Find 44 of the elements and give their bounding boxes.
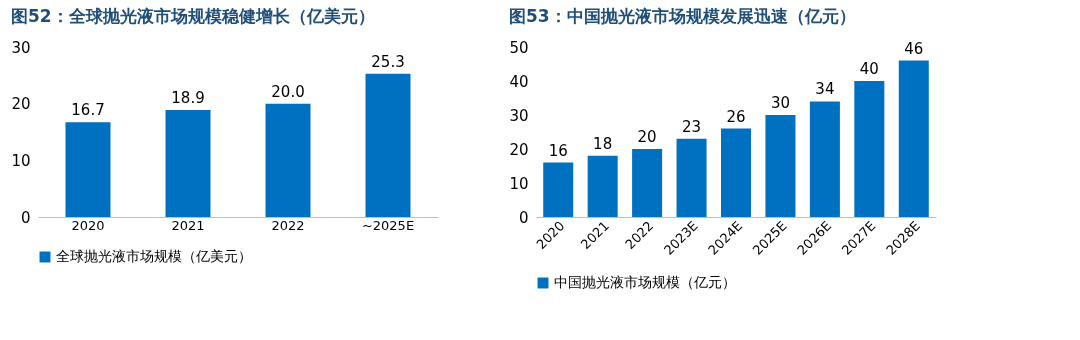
y-tick-label: 10 <box>509 174 529 193</box>
text: 18.9 <box>171 88 205 107</box>
data-label: 23 <box>682 117 702 136</box>
y-tick-label: 40 <box>509 72 529 91</box>
y-tick-label: 10 <box>11 151 31 170</box>
bar <box>632 149 663 217</box>
bar <box>898 60 929 217</box>
chart-title: 图52：全球抛光液市场规模稳健增长（亿美元） <box>10 6 375 26</box>
bar <box>854 81 885 217</box>
y-tick-label: 0 <box>518 208 529 227</box>
text: 20.0 <box>271 82 305 101</box>
data-label: 30 <box>770 94 790 112</box>
data-label: 40 <box>859 60 879 78</box>
data-label: 16 <box>548 141 568 160</box>
bar <box>765 115 796 217</box>
x-tick-label: 2022 <box>271 217 305 233</box>
chart-title: 图53：中国抛光液市场规模发展迅速（亿元） <box>508 6 856 26</box>
bar <box>587 155 618 217</box>
x-tick-label: 2020 <box>71 217 105 233</box>
bar <box>165 109 211 217</box>
data-label: 26 <box>726 107 746 126</box>
legend-label: 全球抛光液市场规模（亿美元） <box>56 248 252 264</box>
bar <box>365 73 411 217</box>
data-label: 20 <box>637 128 657 146</box>
bar <box>721 128 751 217</box>
y-tick-label: 30 <box>11 38 31 57</box>
bar <box>265 103 311 217</box>
data-label: 46 <box>904 39 924 58</box>
text: 25.3 <box>371 52 405 71</box>
data-label: 18 <box>593 134 613 153</box>
text: 16.7 <box>71 101 105 120</box>
y-tick-label: 50 <box>509 38 529 57</box>
bar <box>676 138 707 217</box>
y-tick-label: 0 <box>20 208 31 227</box>
y-tick-label: 20 <box>509 140 529 159</box>
bar <box>543 162 574 217</box>
legend-label: 中国抛光液市场规模（亿元） <box>554 274 736 290</box>
x-tick-label: 2021 <box>171 217 205 233</box>
bar <box>809 101 840 217</box>
y-tick-label: 20 <box>11 95 31 114</box>
data-label: 34 <box>815 80 835 99</box>
bar <box>65 122 111 217</box>
y-tick-label: 30 <box>509 106 529 125</box>
x-tick-label: ~2025E <box>361 217 415 233</box>
